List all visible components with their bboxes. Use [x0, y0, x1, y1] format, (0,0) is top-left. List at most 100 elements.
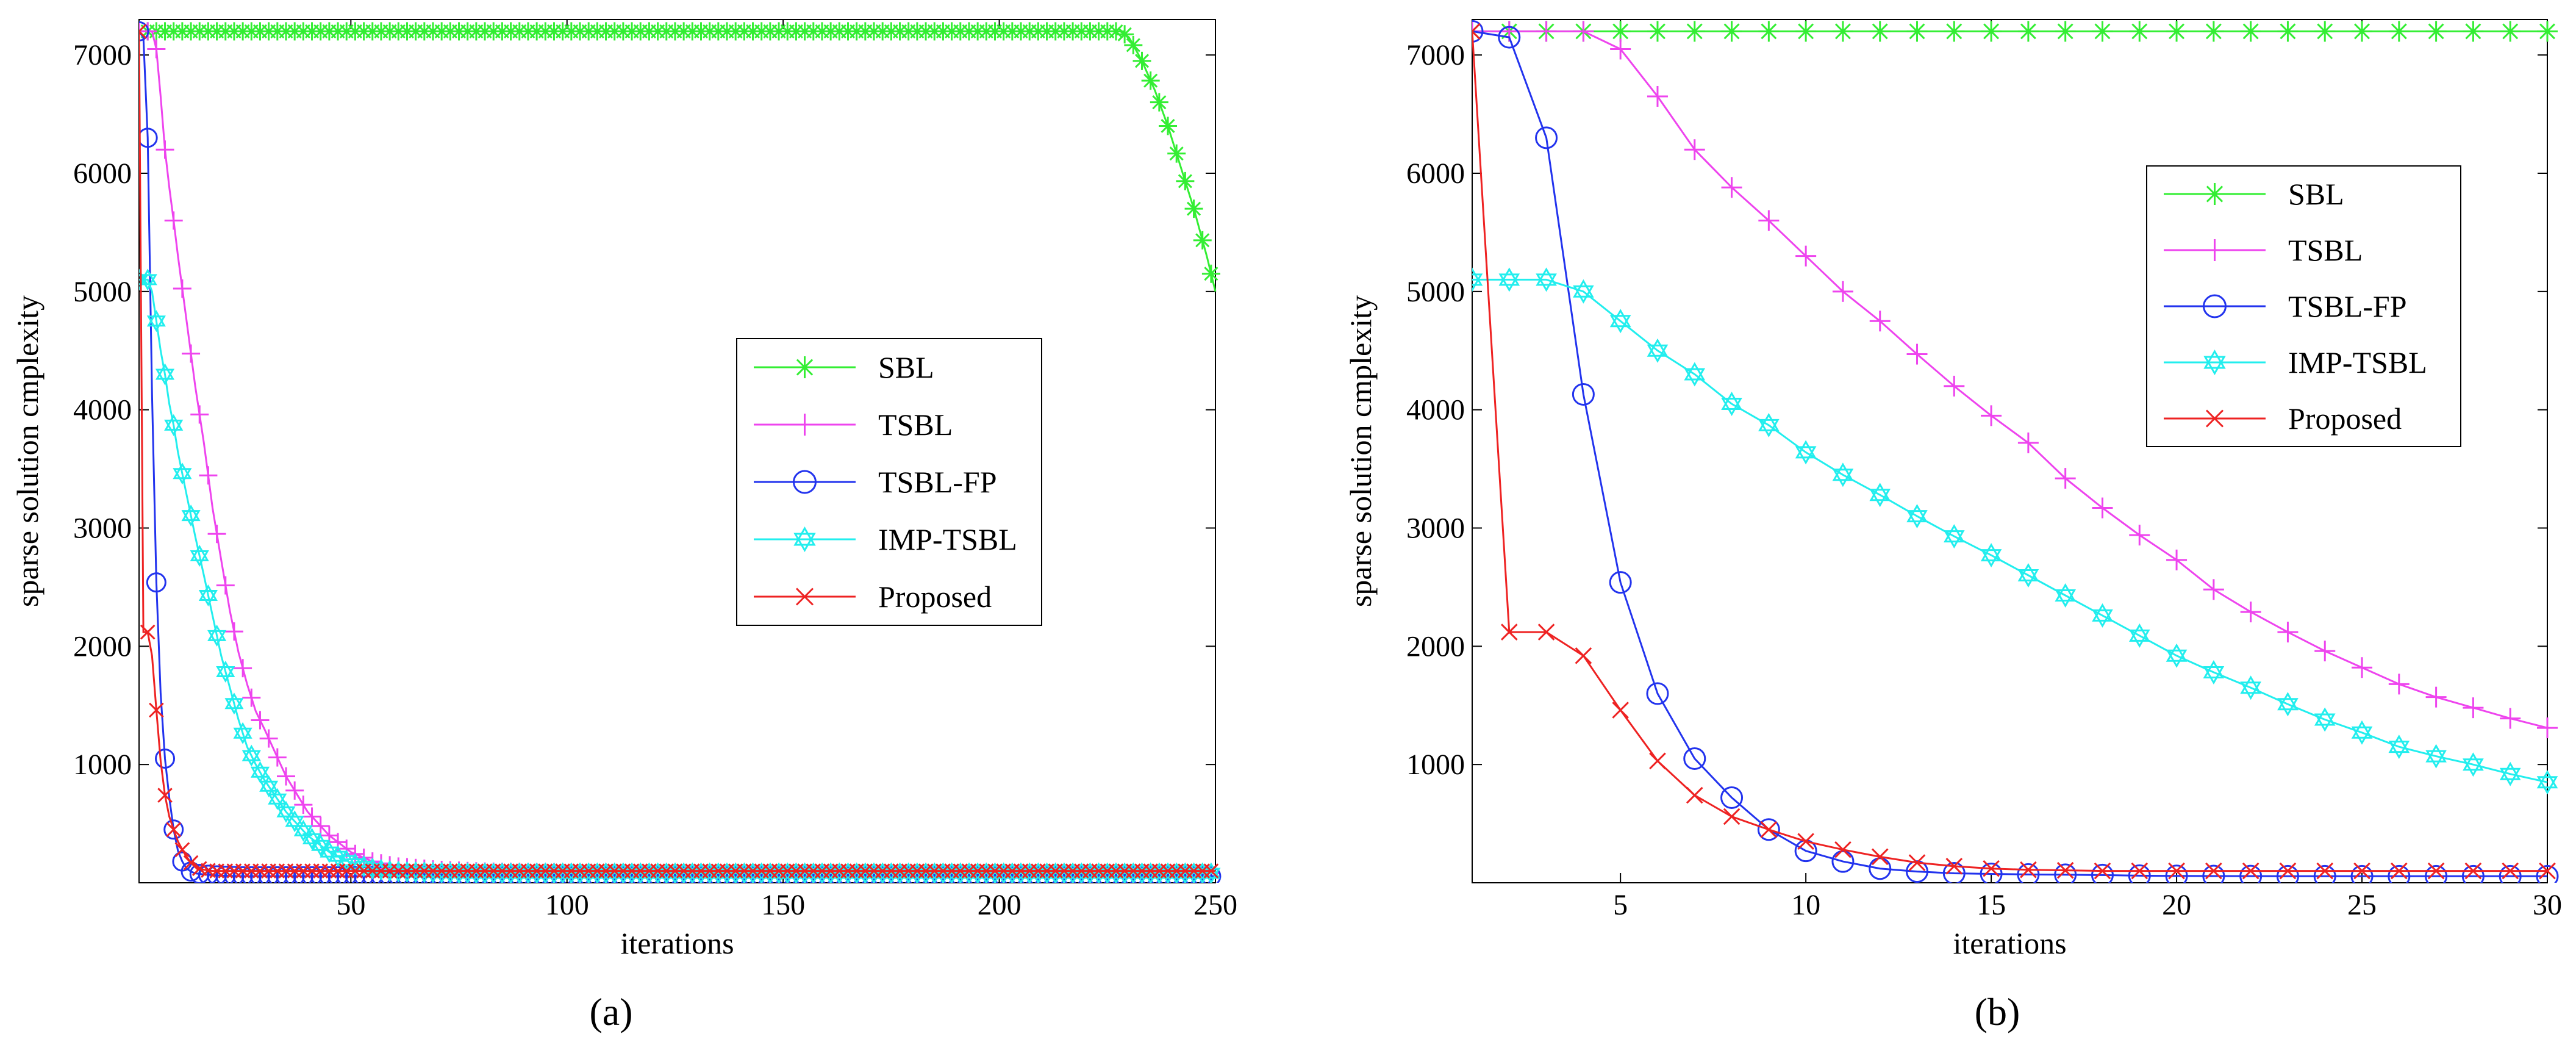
- x-tick-label: 10: [1791, 889, 1820, 921]
- marker-tsbl-fp: [872, 866, 893, 883]
- marker-tsbl-fp: [950, 866, 971, 883]
- marker-sbl: [2500, 21, 2521, 42]
- marker-proposed: [1945, 858, 1963, 875]
- marker-tsbl-fp: [139, 128, 158, 148]
- marker-proposed: [1723, 808, 1741, 825]
- marker-sbl: [1184, 199, 1203, 218]
- legend-marker-imp-tsbl: [793, 526, 816, 552]
- marker-imp-tsbl: [1647, 338, 1669, 363]
- legend-label-tsbl-fp: TSBL-FP: [2288, 289, 2407, 323]
- marker-imp-tsbl: [1906, 504, 1928, 529]
- marker-proposed: [183, 855, 199, 871]
- marker-tsbl: [234, 659, 252, 678]
- marker-sbl: [2352, 21, 2373, 42]
- marker-proposed: [2020, 861, 2037, 879]
- marker-sbl: [2537, 21, 2558, 42]
- marker-sbl: [1795, 21, 1817, 42]
- legend-marker-tsbl: [2203, 239, 2226, 261]
- marker-tsbl-fp: [2425, 864, 2448, 883]
- marker-proposed: [2464, 862, 2482, 880]
- marker-tsbl-fp: [1028, 866, 1048, 883]
- marker-tsbl-fp: [621, 866, 642, 883]
- y-tick-label: 4000: [1406, 394, 1465, 426]
- marker-tsbl-fp: [1472, 20, 1484, 43]
- legend: SBL TSBL TSBL-FP IMP-TSBL Proposed: [736, 338, 1042, 626]
- marker-tsbl: [1758, 210, 1780, 231]
- marker-tsbl-fp: [492, 866, 512, 883]
- legend-marker-sbl: [2203, 183, 2226, 205]
- x-tick-label: 5: [1613, 889, 1628, 921]
- marker-tsbl-fp: [2128, 864, 2151, 883]
- x-tick-label: 200: [978, 889, 1021, 921]
- marker-tsbl-fp: [725, 866, 746, 883]
- marker-tsbl-fp: [2239, 864, 2263, 883]
- legend-label-proposed: Proposed: [2288, 401, 2402, 436]
- y-tick-label: 5000: [1406, 276, 1465, 308]
- marker-tsbl-fp: [656, 866, 677, 883]
- marker-tsbl-fp: [1019, 866, 1040, 883]
- x-axis-label: iterations: [620, 926, 734, 960]
- marker-tsbl-fp: [2202, 864, 2225, 883]
- marker-tsbl: [1795, 245, 1817, 267]
- marker-proposed: [2168, 862, 2185, 880]
- marker-tsbl: [1869, 311, 1891, 332]
- y-tick-label: 1000: [1406, 749, 1465, 781]
- marker-imp-tsbl: [2240, 675, 2261, 700]
- marker-tsbl: [1832, 281, 1853, 302]
- marker-tsbl: [1981, 405, 2002, 426]
- legend-marker-tsbl-fp: [793, 470, 817, 494]
- marker-tsbl-fp: [803, 866, 824, 883]
- marker-tsbl-fp: [890, 866, 911, 883]
- marker-tsbl-fp: [207, 865, 227, 883]
- marker-sbl: [1167, 144, 1186, 163]
- marker-tsbl: [164, 211, 183, 230]
- marker-tsbl: [199, 466, 218, 485]
- marker-tsbl-fp: [881, 866, 901, 883]
- marker-tsbl-fp: [267, 866, 288, 883]
- marker-tsbl-fp: [1079, 866, 1100, 883]
- marker-tsbl-fp: [864, 866, 884, 883]
- marker-sbl: [1832, 21, 1853, 42]
- marker-imp-tsbl: [2055, 583, 2076, 608]
- y-tick-label: 4000: [73, 394, 132, 426]
- x-tick-label: 15: [1977, 889, 2006, 921]
- marker-tsbl-fp: [1037, 866, 1057, 883]
- marker-tsbl-fp: [224, 866, 245, 883]
- marker-sbl: [1944, 21, 1965, 42]
- marker-tsbl-fp: [1175, 866, 1195, 883]
- marker-tsbl: [224, 622, 243, 641]
- marker-tsbl-fp: [543, 866, 564, 883]
- marker-tsbl-fp: [942, 866, 962, 883]
- marker-proposed: [157, 788, 173, 803]
- marker-tsbl-fp: [561, 866, 582, 883]
- marker-tsbl-fp: [682, 866, 703, 883]
- marker-tsbl-fp: [760, 866, 781, 883]
- marker-tsbl-fp: [1683, 747, 1706, 770]
- legend-marker-tsbl-fp: [2203, 294, 2227, 318]
- series-line-tsbl: [1472, 30, 2548, 729]
- marker-tsbl-fp: [630, 866, 651, 883]
- marker-tsbl-fp: [993, 866, 1014, 883]
- marker-tsbl-fp: [820, 866, 841, 883]
- x-tick-label: 50: [336, 889, 365, 921]
- marker-tsbl-fp: [699, 866, 720, 883]
- marker-sbl: [1159, 117, 1178, 135]
- marker-imp-tsbl: [198, 584, 218, 606]
- marker-sbl: [2166, 21, 2188, 42]
- marker-tsbl-fp: [812, 866, 832, 883]
- marker-tsbl-fp: [509, 866, 530, 883]
- series-line-proposed: [1472, 31, 2547, 872]
- marker-imp-tsbl: [164, 414, 184, 436]
- marker-tsbl-fp: [483, 866, 504, 883]
- marker-sbl: [2277, 21, 2299, 42]
- marker-sbl: [1176, 171, 1195, 190]
- marker-tsbl-fp: [855, 866, 876, 883]
- marker-sbl: [1981, 21, 2002, 42]
- marker-tsbl: [1906, 343, 1928, 365]
- marker-proposed: [1612, 702, 1629, 719]
- marker-proposed: [166, 822, 182, 838]
- marker-tsbl-fp: [1498, 26, 1521, 49]
- marker-tsbl-fp: [924, 866, 945, 883]
- marker-tsbl-fp: [474, 866, 495, 883]
